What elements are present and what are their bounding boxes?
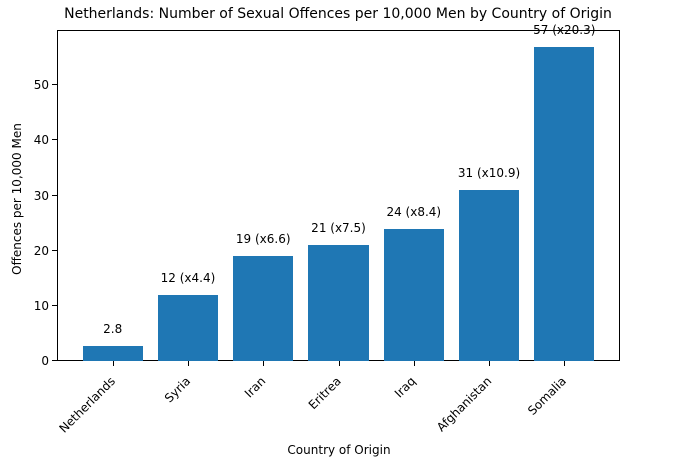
bar [383, 228, 444, 361]
bar-value-label: 21 (x7.5) [311, 221, 366, 236]
x-tick-label: Syria [161, 374, 193, 406]
bar-value-label: 19 (x6.6) [235, 232, 291, 247]
bar [82, 345, 143, 361]
x-tick-label: Netherlands [55, 374, 118, 436]
bar [308, 245, 369, 361]
x-tick-label: Somalia [525, 374, 570, 418]
y-tick-mark [52, 249, 57, 251]
chart-title: Netherlands: Number of Sexual Offences p… [64, 6, 612, 22]
x-tick-mark [338, 361, 340, 366]
y-tick-mark [52, 84, 57, 86]
x-axis-label: Country of Origin [287, 443, 391, 457]
bar-value-label: 24 (x8.4) [386, 204, 442, 219]
bar [233, 256, 294, 361]
y-tick-label: 20 [33, 243, 49, 258]
x-tick-label: Eritrea [305, 374, 344, 413]
bar-value-label: 31 (x10.9) [457, 165, 521, 180]
x-tick-mark [112, 361, 114, 366]
bar-value-label: 57 (x20.3) [533, 22, 596, 37]
x-tick-mark [187, 361, 189, 366]
y-tick-label: 10 [33, 298, 49, 313]
y-tick-mark [52, 194, 57, 196]
y-tick-mark [52, 304, 57, 306]
x-tick-mark [413, 361, 415, 366]
bar [157, 294, 219, 361]
bar [534, 46, 595, 361]
y-tick-label: 30 [33, 188, 49, 203]
x-tick-label: Iraq [392, 374, 419, 401]
x-tick-label: Iran [241, 374, 269, 401]
x-tick-mark [263, 361, 265, 366]
y-tick-label: 50 [33, 78, 49, 93]
y-tick-label: 40 [33, 133, 49, 148]
x-tick-mark [564, 361, 566, 366]
x-tick-label: Afghanistan [433, 374, 494, 435]
bar-value-label: 2.8 [103, 321, 123, 336]
x-tick-mark [489, 361, 491, 366]
y-tick-mark [52, 139, 57, 141]
y-tick-mark [52, 360, 57, 361]
y-tick-label: 0 [41, 354, 49, 368]
bar [458, 189, 520, 361]
bar-value-label: 12 (x4.4) [160, 270, 216, 285]
